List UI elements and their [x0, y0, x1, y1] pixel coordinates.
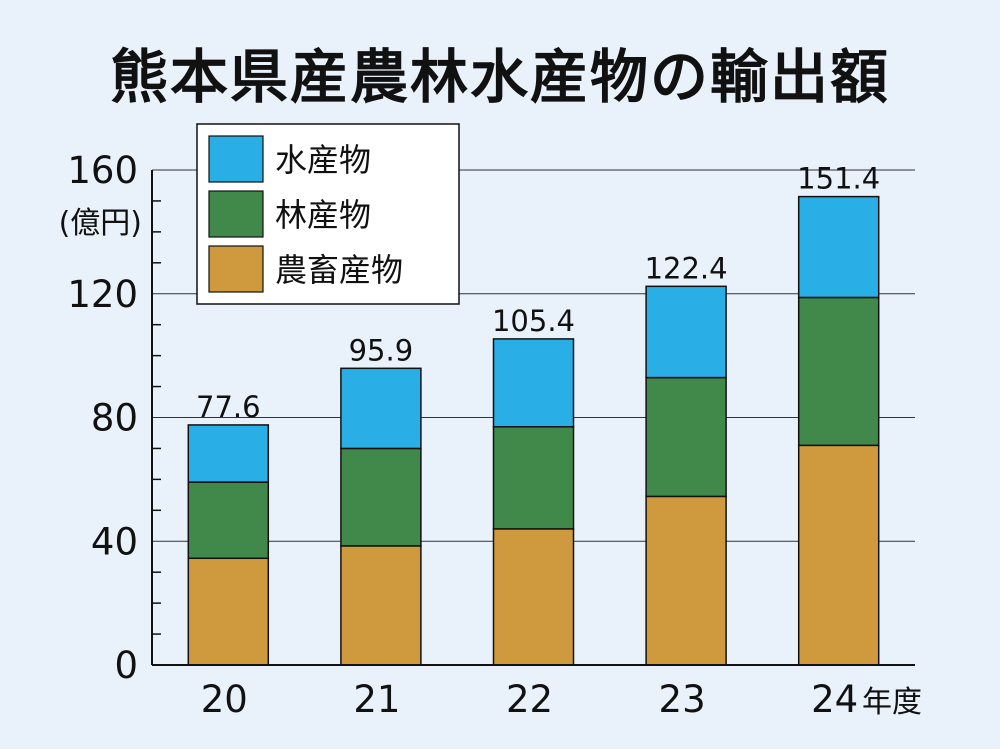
total-label-23: 122.4: [645, 251, 728, 285]
axes: [151, 170, 915, 666]
axis-labels: 77.6 20 95.9 21 105.4 22 122.4 23 151.4 24 年度 0 40 80…: [59, 149, 922, 721]
legend-swatch-0: [208, 135, 264, 183]
legend-swatch-1: [208, 190, 264, 238]
x-tick-label-20: 20: [201, 678, 248, 721]
bar-23-series-1: [645, 376, 727, 498]
x-tick-label-23: 23: [659, 678, 706, 721]
bar-23-series-0: [645, 495, 727, 666]
bar-23-series-2: [645, 285, 727, 379]
bar-21-series-1: [340, 447, 422, 547]
y-axis-unit: (億円): [59, 206, 142, 241]
bar-20-series-1: [187, 481, 270, 560]
bar-21-series-2: [340, 367, 422, 450]
x-tick-label-24: 24: [811, 678, 858, 721]
y-tick-label-0: 0: [114, 644, 138, 687]
legend-swatch-2: [208, 245, 264, 293]
bar-24-series-2: [797, 195, 880, 299]
total-label-20: 77.6: [196, 390, 261, 424]
bar-group: [187, 195, 880, 666]
total-label-24: 151.4: [797, 162, 880, 196]
x-tick-label-21: 21: [353, 678, 400, 721]
total-label-21: 95.9: [349, 333, 414, 367]
bar-22-series-2: [492, 338, 575, 428]
y-tick-label-80: 80: [91, 397, 138, 440]
y-tick-label-40: 40: [91, 520, 138, 563]
legend-label-0: 水産物: [275, 141, 371, 179]
bar-24-series-0: [797, 444, 880, 666]
bar-22-series-1: [492, 426, 575, 530]
total-label-22: 105.4: [492, 304, 575, 338]
chart-title: 熊本県産農林水産物の輸出額: [109, 43, 890, 111]
y-tick-label-120: 120: [67, 273, 138, 316]
bar-20-series-0: [187, 557, 270, 666]
x-axis-unit: 年度: [862, 685, 922, 720]
legend-label-1: 林産物: [275, 196, 371, 234]
bar-20-series-2: [187, 424, 270, 483]
bar-21-series-0: [340, 545, 422, 666]
bar-22-series-0: [492, 528, 575, 666]
bar-24-series-1: [797, 296, 880, 447]
y-tick-label-160: 160: [67, 149, 138, 192]
legend-label-2: 農畜産物: [275, 251, 403, 289]
x-tick-label-22: 22: [506, 678, 553, 721]
